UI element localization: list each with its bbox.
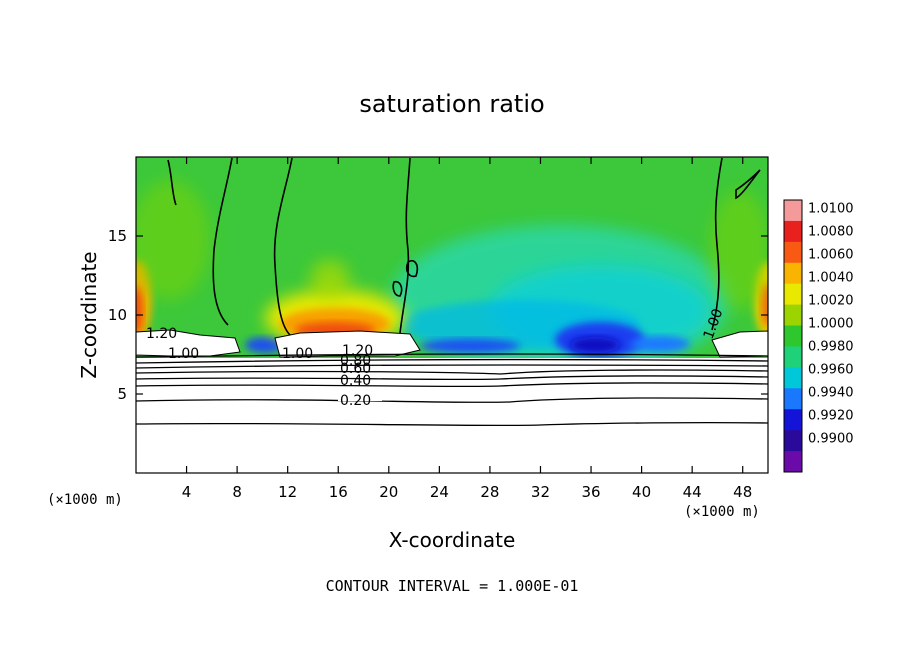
contour-labels: 0.20 0.40 0.60 0.80 1.20 1.00 1.00 1.20 … <box>146 307 726 409</box>
contour-label: 0.20 <box>340 393 371 409</box>
chart-title: saturation ratio <box>359 90 544 118</box>
x-tick-label: 12 <box>278 483 297 501</box>
x-tick-label: 4 <box>182 483 192 501</box>
colorbar-segment <box>784 367 802 389</box>
upper-contours <box>167 157 761 336</box>
y-tick-label: 5 <box>117 385 127 403</box>
x-tick-label: 40 <box>632 483 651 501</box>
colorbar-segment <box>784 430 802 452</box>
colorbar-segment <box>784 325 802 347</box>
y-axis: 5 10 15 <box>108 227 768 403</box>
colorbar-segment <box>784 388 802 410</box>
x-tick-label: 8 <box>232 483 242 501</box>
plot-area: 0.20 0.40 0.60 0.80 1.20 1.00 1.00 1.20 … <box>135 156 769 474</box>
colorbar-segment <box>784 346 802 368</box>
x-axis: 4 8 12 16 20 24 28 32 36 40 44 48 <box>182 157 752 501</box>
colorbar-segment <box>784 220 802 243</box>
contour-label: 0.80 <box>340 353 371 369</box>
contour-label: 1.20 <box>146 326 177 342</box>
contour-interval-note: CONTOUR INTERVAL = 1.000E-01 <box>326 577 579 595</box>
x-tick-label: 32 <box>531 483 550 501</box>
x-tick-label: 16 <box>329 483 348 501</box>
colorbar-label: 0.9980 <box>808 339 854 354</box>
x-tick-label: 44 <box>683 483 702 501</box>
x-unit-right: (×1000 m) <box>684 504 760 520</box>
x-unit-left: (×1000 m) <box>47 492 123 508</box>
x-tick-label: 48 <box>733 483 752 501</box>
y-axis-label: Z-coordinate <box>77 251 101 378</box>
colorbar-label: 0.9960 <box>808 362 854 377</box>
colorbar-label: 1.0020 <box>808 293 854 308</box>
colorbar-label: 1.0040 <box>808 270 854 285</box>
colorbar-frame <box>783 199 803 473</box>
saturation-field <box>136 157 768 358</box>
colorbar-label: 1.0100 <box>808 201 854 216</box>
contour-label: 1.00 <box>282 346 313 362</box>
x-tick-label: 28 <box>480 483 499 501</box>
colorbar-segment <box>784 283 802 306</box>
colorbar-label: 0.9900 <box>808 431 854 446</box>
colorbar: 1.0100 1.0080 1.0060 1.0040 1.0020 1.0000 0.99… <box>783 199 854 473</box>
colorbar-label: 0.9940 <box>808 385 854 400</box>
lower-contours <box>135 353 769 427</box>
colorbar-segment <box>784 262 802 285</box>
contour-label: 0.40 <box>340 373 371 389</box>
colorbar-segment <box>784 451 802 473</box>
x-tick-label: 36 <box>581 483 600 501</box>
x-tick-label: 24 <box>430 483 449 501</box>
contour-label: 0.60 <box>340 361 371 377</box>
colorbar-label: 1.0060 <box>808 247 854 262</box>
x-tick-label: 20 <box>379 483 398 501</box>
x-axis-label: X-coordinate <box>389 528 516 552</box>
contour-label: 1.00 <box>168 346 199 362</box>
colorbar-label: 1.0080 <box>808 224 854 239</box>
colorbar-segment <box>784 200 802 222</box>
contour-label: 1.20 <box>342 343 373 359</box>
colorbar-label: 1.0000 <box>808 316 854 331</box>
colorbar-segment <box>784 241 802 264</box>
colorbar-label: 0.9920 <box>808 408 854 423</box>
colorbar-segment <box>784 409 802 431</box>
colorbar-segment <box>784 304 802 327</box>
y-tick-label: 10 <box>108 306 127 324</box>
y-tick-label: 15 <box>108 227 127 245</box>
